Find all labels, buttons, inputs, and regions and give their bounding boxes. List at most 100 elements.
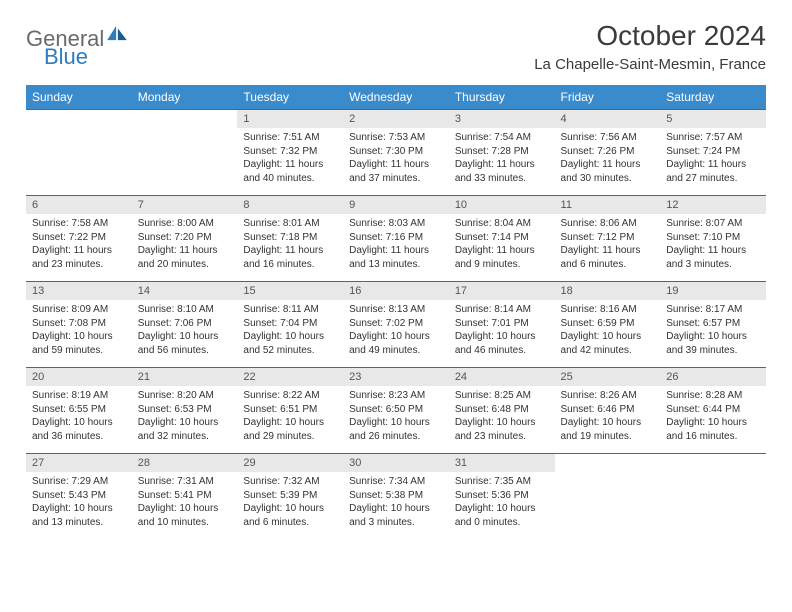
- daylight-line: Daylight: 11 hours and 23 minutes.: [32, 244, 126, 271]
- calendar-day-cell: 27Sunrise: 7:29 AMSunset: 5:43 PMDayligh…: [26, 454, 132, 540]
- sunrise-line: Sunrise: 7:29 AM: [32, 475, 126, 489]
- day-details: Sunrise: 7:31 AMSunset: 5:41 PMDaylight:…: [132, 472, 238, 532]
- daylight-line: Daylight: 10 hours and 52 minutes.: [243, 330, 337, 357]
- sunset-line: Sunset: 6:51 PM: [243, 403, 337, 417]
- daylight-line: Daylight: 10 hours and 49 minutes.: [349, 330, 443, 357]
- sunrise-line: Sunrise: 7:35 AM: [455, 475, 549, 489]
- day-number: 20: [26, 368, 132, 386]
- sunrise-line: Sunrise: 7:54 AM: [455, 131, 549, 145]
- calendar-day-cell: 12Sunrise: 8:07 AMSunset: 7:10 PMDayligh…: [660, 196, 766, 282]
- calendar-empty-cell: [555, 454, 661, 540]
- brand-text-blue: Blue: [44, 44, 88, 69]
- calendar-day-cell: 4Sunrise: 7:56 AMSunset: 7:26 PMDaylight…: [555, 110, 661, 196]
- day-number: 29: [237, 454, 343, 472]
- weekday-header: Friday: [555, 85, 661, 110]
- sunset-line: Sunset: 7:28 PM: [455, 145, 549, 159]
- sunrise-line: Sunrise: 7:56 AM: [561, 131, 655, 145]
- weekday-header: Thursday: [449, 85, 555, 110]
- calendar-day-cell: 18Sunrise: 8:16 AMSunset: 6:59 PMDayligh…: [555, 282, 661, 368]
- calendar-body: 1Sunrise: 7:51 AMSunset: 7:32 PMDaylight…: [26, 110, 766, 540]
- sunrise-line: Sunrise: 7:34 AM: [349, 475, 443, 489]
- sail-icon: [106, 25, 128, 41]
- sunrise-line: Sunrise: 8:11 AM: [243, 303, 337, 317]
- weekday-header: Wednesday: [343, 85, 449, 110]
- day-number: 30: [343, 454, 449, 472]
- daylight-line: Daylight: 11 hours and 33 minutes.: [455, 158, 549, 185]
- sunset-line: Sunset: 6:50 PM: [349, 403, 443, 417]
- day-details: Sunrise: 8:07 AMSunset: 7:10 PMDaylight:…: [660, 214, 766, 274]
- calendar-week-row: 20Sunrise: 8:19 AMSunset: 6:55 PMDayligh…: [26, 368, 766, 454]
- calendar-week-row: 13Sunrise: 8:09 AMSunset: 7:08 PMDayligh…: [26, 282, 766, 368]
- day-details: Sunrise: 7:54 AMSunset: 7:28 PMDaylight:…: [449, 128, 555, 188]
- calendar-day-cell: 10 Sunrise: 8:04 AMSunset: 7:14 PMDayligh…: [449, 196, 555, 282]
- day-number: 17: [449, 282, 555, 300]
- calendar-day-cell: 8Sunrise: 8:01 AMSunset: 7:18 PMDaylight…: [237, 196, 343, 282]
- daylight-line: Daylight: 11 hours and 20 minutes.: [138, 244, 232, 271]
- calendar-day-cell: 20Sunrise: 8:19 AMSunset: 6:55 PMDayligh…: [26, 368, 132, 454]
- sunrise-line: Sunrise: 7:57 AM: [666, 131, 760, 145]
- daylight-line: Daylight: 10 hours and 46 minutes.: [455, 330, 549, 357]
- sunset-line: Sunset: 7:06 PM: [138, 317, 232, 331]
- day-details: Sunrise: 8:22 AMSunset: 6:51 PMDaylight:…: [237, 386, 343, 446]
- calendar-day-cell: 7Sunrise: 8:00 AMSunset: 7:20 PMDaylight…: [132, 196, 238, 282]
- calendar-day-cell: 17Sunrise: 8:14 AMSunset: 7:01 PMDayligh…: [449, 282, 555, 368]
- location-label: La Chapelle-Saint-Mesmin, France: [534, 56, 766, 73]
- day-details: Sunrise: 7:58 AMSunset: 7:22 PMDaylight:…: [26, 214, 132, 274]
- sunset-line: Sunset: 7:08 PM: [32, 317, 126, 331]
- calendar-day-cell: 29Sunrise: 7:32 AMSunset: 5:39 PMDayligh…: [237, 454, 343, 540]
- sunrise-line: Sunrise: 8:01 AM: [243, 217, 337, 231]
- daylight-line: Daylight: 10 hours and 13 minutes.: [32, 502, 126, 529]
- daylight-line: Daylight: 11 hours and 9 minutes.: [455, 244, 549, 271]
- day-number: 4: [555, 110, 661, 128]
- sunset-line: Sunset: 6:59 PM: [561, 317, 655, 331]
- day-number: 5: [660, 110, 766, 128]
- calendar-day-cell: 3Sunrise: 7:54 AMSunset: 7:28 PMDaylight…: [449, 110, 555, 196]
- day-number: 22: [237, 368, 343, 386]
- daylight-line: Daylight: 10 hours and 6 minutes.: [243, 502, 337, 529]
- daylight-line: Daylight: 10 hours and 56 minutes.: [138, 330, 232, 357]
- sunrise-line: Sunrise: 8:04 AM: [455, 217, 549, 231]
- sunrise-line: Sunrise: 8:07 AM: [666, 217, 760, 231]
- calendar-day-cell: 1Sunrise: 7:51 AMSunset: 7:32 PMDaylight…: [237, 110, 343, 196]
- sunset-line: Sunset: 7:04 PM: [243, 317, 337, 331]
- daylight-line: Daylight: 11 hours and 13 minutes.: [349, 244, 443, 271]
- sunset-line: Sunset: 7:14 PM: [455, 231, 549, 245]
- day-number: 24: [449, 368, 555, 386]
- daylight-line: Daylight: 10 hours and 0 minutes.: [455, 502, 549, 529]
- day-details: Sunrise: 8:09 AMSunset: 7:08 PMDaylight:…: [26, 300, 132, 360]
- weekday-header: Tuesday: [237, 85, 343, 110]
- day-details: Sunrise: 8:23 AMSunset: 6:50 PMDaylight:…: [343, 386, 449, 446]
- daylight-line: Daylight: 10 hours and 32 minutes.: [138, 416, 232, 443]
- day-details: Sunrise: 7:51 AMSunset: 7:32 PMDaylight:…: [237, 128, 343, 188]
- day-details: Sunrise: 7:34 AMSunset: 5:38 PMDaylight:…: [343, 472, 449, 532]
- sunrise-line: Sunrise: 8:03 AM: [349, 217, 443, 231]
- daylight-line: Daylight: 10 hours and 10 minutes.: [138, 502, 232, 529]
- day-details: Sunrise: 8:11 AMSunset: 7:04 PMDaylight:…: [237, 300, 343, 360]
- sunset-line: Sunset: 5:43 PM: [32, 489, 126, 503]
- page-header: General October 2024 La Chapelle-Saint-M…: [26, 20, 766, 73]
- day-details: Sunrise: 7:53 AMSunset: 7:30 PMDaylight:…: [343, 128, 449, 188]
- calendar-page: General October 2024 La Chapelle-Saint-M…: [0, 0, 792, 550]
- brand-logo-row2: Blue: [26, 26, 88, 52]
- calendar-day-cell: 2Sunrise: 7:53 AMSunset: 7:30 PMDaylight…: [343, 110, 449, 196]
- sunset-line: Sunset: 7:22 PM: [32, 231, 126, 245]
- sunrise-line: Sunrise: 8:13 AM: [349, 303, 443, 317]
- day-details: Sunrise: 7:35 AMSunset: 5:36 PMDaylight:…: [449, 472, 555, 532]
- sunset-line: Sunset: 6:57 PM: [666, 317, 760, 331]
- day-number: 9: [343, 196, 449, 214]
- sunset-line: Sunset: 7:16 PM: [349, 231, 443, 245]
- day-number: 26: [660, 368, 766, 386]
- day-number: 10: [449, 196, 555, 214]
- day-number: 18: [555, 282, 661, 300]
- daylight-line: Daylight: 10 hours and 39 minutes.: [666, 330, 760, 357]
- daylight-line: Daylight: 11 hours and 6 minutes.: [561, 244, 655, 271]
- sunset-line: Sunset: 7:18 PM: [243, 231, 337, 245]
- calendar-day-cell: 9 Sunrise: 8:03 AMSunset: 7:16 PMDaylight…: [343, 196, 449, 282]
- weekday-header: Sunday: [26, 85, 132, 110]
- calendar-day-cell: 31Sunrise: 7:35 AMSunset: 5:36 PMDayligh…: [449, 454, 555, 540]
- sunset-line: Sunset: 7:24 PM: [666, 145, 760, 159]
- month-title: October 2024: [534, 20, 766, 52]
- day-details: Sunrise: 7:29 AMSunset: 5:43 PMDaylight:…: [26, 472, 132, 532]
- calendar-day-cell: 21Sunrise: 8:20 AMSunset: 6:53 PMDayligh…: [132, 368, 238, 454]
- day-details: Sunrise: 8:17 AMSunset: 6:57 PMDaylight:…: [660, 300, 766, 360]
